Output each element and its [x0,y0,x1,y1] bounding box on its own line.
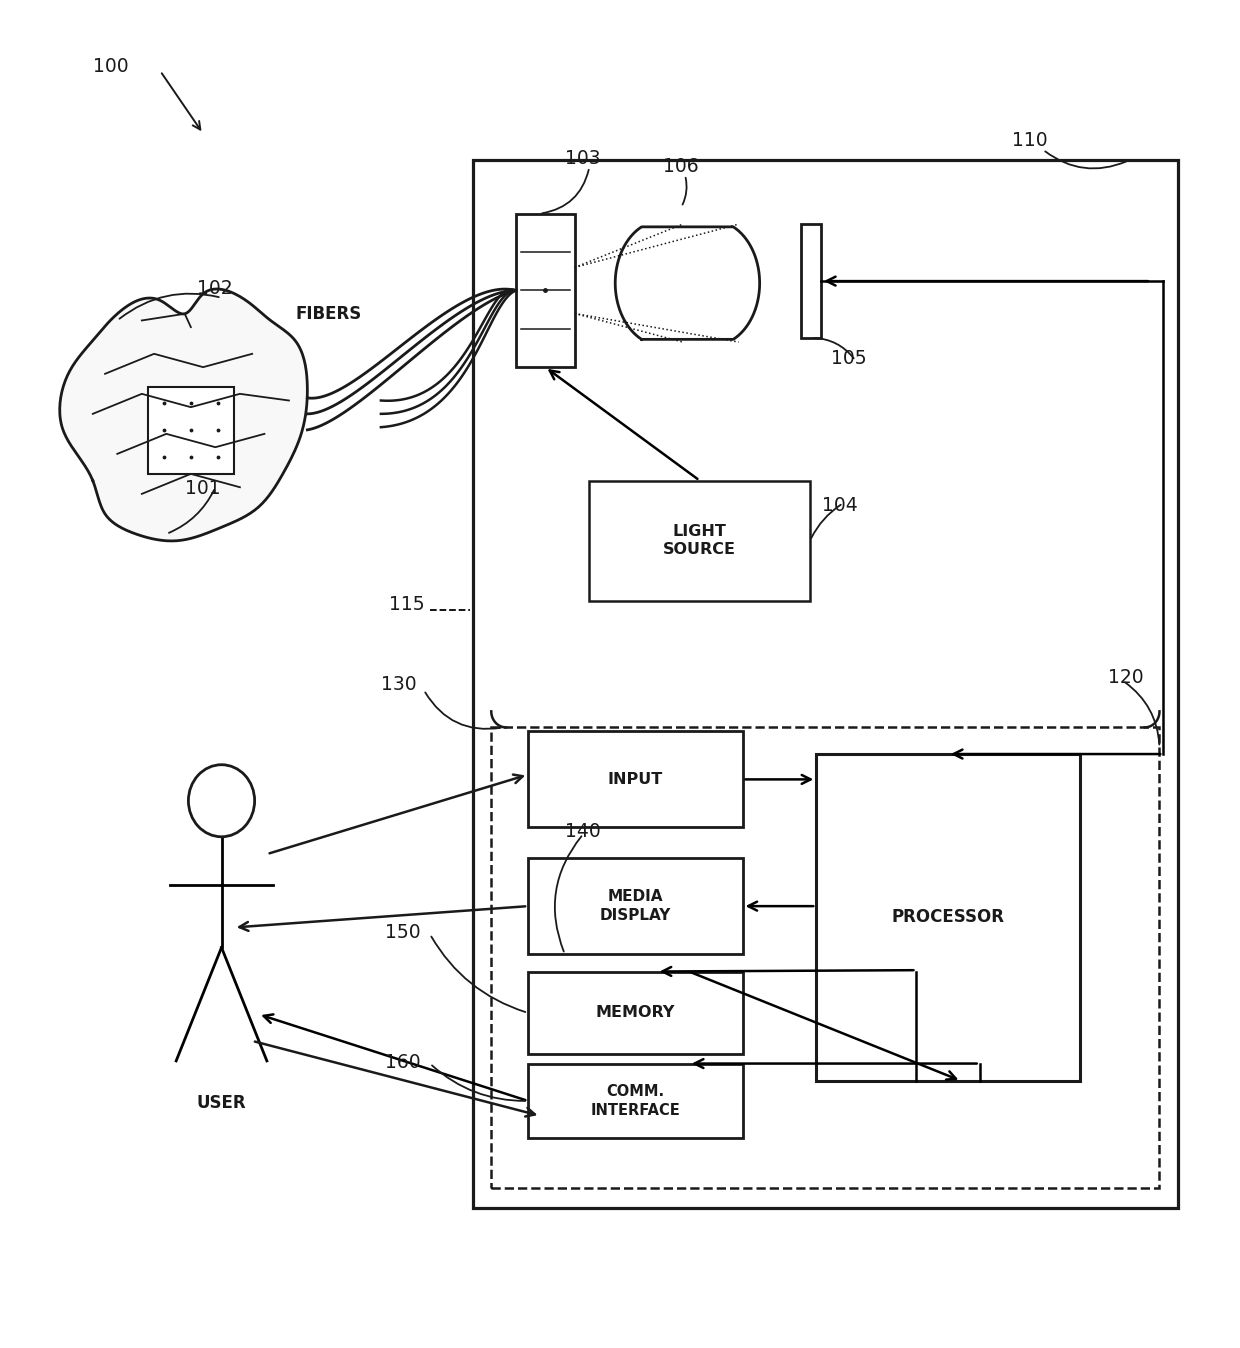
Text: 150: 150 [384,923,420,942]
Text: COMM.
INTERFACE: COMM. INTERFACE [590,1084,681,1117]
Text: PROCESSOR: PROCESSOR [892,909,1004,926]
Bar [528,732,743,828]
Polygon shape [615,226,760,340]
Text: 104: 104 [822,496,858,515]
Bar [528,859,743,954]
Text: 140: 140 [565,822,600,841]
Bar [801,224,821,338]
Bar [528,972,743,1054]
Text: 105: 105 [831,349,867,368]
Bar [472,160,1178,1208]
Text: LIGHT
SOURCE: LIGHT SOURCE [663,524,737,557]
Text: 100: 100 [93,58,129,77]
Bar [516,214,574,367]
Text: INPUT: INPUT [608,772,663,787]
Text: 115: 115 [389,594,425,613]
Text: MEMORY: MEMORY [595,1006,675,1020]
Text: FIBERS: FIBERS [295,305,361,322]
Text: 102: 102 [197,279,233,298]
Bar [148,387,234,474]
Text: 160: 160 [384,1053,420,1072]
Text: 120: 120 [1109,669,1143,687]
Text: 130: 130 [381,675,417,694]
Bar [816,754,1080,1081]
Text: 103: 103 [565,150,600,168]
Text: 106: 106 [663,158,698,177]
Bar [528,1064,743,1138]
Bar [491,728,1159,1188]
Text: 101: 101 [185,479,221,497]
Bar [589,480,810,601]
Text: 110: 110 [1012,131,1048,150]
Polygon shape [60,288,308,541]
Text: MEDIA
DISPLAY: MEDIA DISPLAY [600,890,671,923]
Text: USER: USER [197,1095,247,1112]
